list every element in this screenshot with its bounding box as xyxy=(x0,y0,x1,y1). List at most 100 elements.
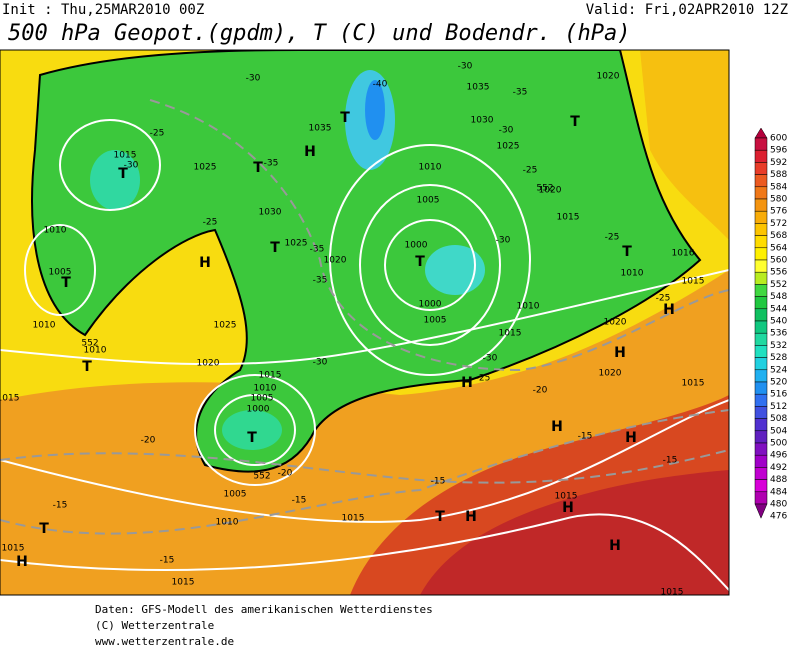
pressure-label: 1035 xyxy=(467,83,490,93)
footer-line: Daten: GFS-Modell des amerikanischen Wet… xyxy=(95,603,433,616)
colorbar-label: 544 xyxy=(770,304,787,314)
high-label: H xyxy=(562,500,574,516)
map-frame xyxy=(0,49,730,596)
colorbar-label: 552 xyxy=(770,280,787,290)
colorbar-swatch xyxy=(754,284,768,297)
high-label: H xyxy=(663,302,675,318)
low-label: T xyxy=(435,509,445,525)
temperature-label: -15 xyxy=(431,477,446,487)
title: 500 hPa Geopot.(gpdm), T (C) und Bodendr… xyxy=(8,21,631,46)
pressure-label: 1005 xyxy=(424,316,447,326)
hot-area xyxy=(420,470,729,595)
cold-core xyxy=(425,245,485,295)
temperature-label: -30 xyxy=(313,358,328,368)
pressure-label: 1015 xyxy=(342,514,365,524)
init-time: Init : Thu,25MAR2010 00Z xyxy=(2,2,204,18)
colorbar-swatch xyxy=(754,174,768,188)
pressure-label: 1015 xyxy=(2,544,25,554)
cold-core xyxy=(365,80,385,140)
pressure-label: 1010 xyxy=(254,384,277,394)
pressure-label: 1005 xyxy=(49,268,72,278)
colorbar-label: 476 xyxy=(770,512,787,522)
pressure-label: 1010 xyxy=(419,163,442,173)
pressure-label: 1015 xyxy=(661,588,684,598)
colorbar-label: 588 xyxy=(770,170,787,180)
colorbar-swatch xyxy=(754,467,768,480)
pressure-label: 1015 xyxy=(259,371,282,381)
colorbar-swatch xyxy=(754,442,768,456)
cold-area xyxy=(31,50,702,473)
temperature-label: -40 xyxy=(373,80,388,90)
pressure-label: 1010 xyxy=(517,302,540,312)
temperature-label: -20 xyxy=(533,386,548,396)
colorbar-label: 548 xyxy=(770,292,787,302)
colorbar-swatch xyxy=(754,418,768,432)
pressure-label: 1020 xyxy=(597,72,620,82)
temperature-label: -15 xyxy=(578,432,593,442)
pressure-label: 1020 xyxy=(539,186,562,196)
low-label: T xyxy=(253,160,263,176)
temperature-label: -15 xyxy=(53,501,68,511)
colorbar-label: 568 xyxy=(770,231,787,241)
colorbar-swatch xyxy=(754,271,768,285)
pressure-label: 1015 xyxy=(682,277,705,287)
colorbar-label: 480 xyxy=(770,500,787,510)
colorbar-swatch xyxy=(754,381,768,395)
colorbar-swatch xyxy=(754,308,768,322)
pressure-label: 1000 xyxy=(405,241,428,251)
colorbar-label: 532 xyxy=(770,341,787,351)
pressure-label: 1015 xyxy=(114,151,137,161)
colorbar-swatch xyxy=(754,223,768,236)
colorbar-label: 492 xyxy=(770,463,787,473)
pressure-label: 1015 xyxy=(172,578,195,588)
pressure-label: 1010 xyxy=(621,269,644,279)
pressure-label: 1020 xyxy=(599,369,622,379)
pressure-label: 1015 xyxy=(555,492,578,502)
colorbar-swatch xyxy=(754,149,768,163)
pressure-label: 1015 xyxy=(682,379,705,389)
pressure-label: 1030 xyxy=(471,116,494,126)
colorbar-swatch xyxy=(754,491,768,505)
high-label: H xyxy=(199,255,211,271)
cold-core xyxy=(222,410,282,450)
low-label: T xyxy=(415,254,425,270)
colorbar-label: 580 xyxy=(770,195,787,205)
colorbar-swatch xyxy=(754,210,768,224)
map: 1015102510351030102510201010100510001000… xyxy=(0,49,730,598)
colorbar-swatch xyxy=(754,259,768,273)
colorbar-swatch xyxy=(754,320,768,334)
colorbar-label: 504 xyxy=(770,426,787,436)
colorbar-swatch xyxy=(754,162,768,175)
pressure-label: 1030 xyxy=(259,208,282,218)
colorbar-swatch xyxy=(754,430,768,444)
pressure-label: 1015 xyxy=(499,329,522,339)
pressure-label: 1025 xyxy=(214,321,237,331)
pressure-label: 1005 xyxy=(251,394,274,404)
colorbar-swatch xyxy=(754,393,768,407)
colorbar-label: 564 xyxy=(770,243,787,253)
colorbar-tip xyxy=(754,127,768,139)
temperature-label: -15 xyxy=(160,556,175,566)
pressure-label: 1020 xyxy=(604,318,627,328)
colorbar-label: 596 xyxy=(770,146,787,156)
colorbar-label: 500 xyxy=(770,439,787,449)
colorbar-swatch xyxy=(754,357,768,371)
colorbar-swatch xyxy=(754,332,768,346)
colorbar-label: 576 xyxy=(770,207,787,217)
high-label: H xyxy=(625,430,637,446)
pressure-label: 1005 xyxy=(417,196,440,206)
high-label: H xyxy=(461,375,473,391)
colorbar-swatch xyxy=(754,137,768,151)
isotherms xyxy=(0,99,729,535)
low-label: T xyxy=(39,521,49,537)
cold-core xyxy=(90,150,140,210)
temperature-label: -25 xyxy=(605,233,620,243)
colorbar-swatch xyxy=(754,369,768,383)
colorbar-label: 540 xyxy=(770,317,787,327)
pressure-label: 1010 xyxy=(216,518,239,528)
pressure-label: 1020 xyxy=(197,359,220,369)
colorbar-label: 572 xyxy=(770,219,787,229)
pressure-label: 1025 xyxy=(285,239,308,249)
high-label: H xyxy=(465,509,477,525)
